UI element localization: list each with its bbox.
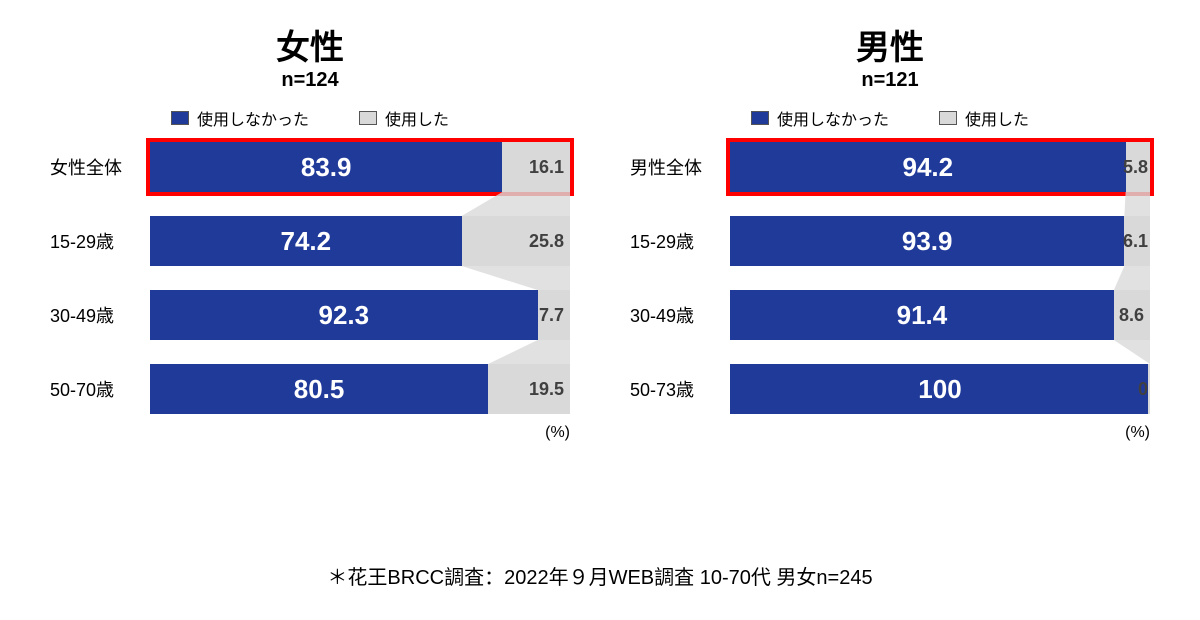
bar-segment-secondary: 19.5 <box>488 364 570 414</box>
funnel-connector <box>730 266 1150 290</box>
bar-segment-primary: 80.5 <box>150 364 488 414</box>
bar-row: 15-29歳93.96.1 <box>630 216 1150 266</box>
panel-female: 女性 n=124 使用しなかった 使用した 女性全体83.916.1 15-29歳… <box>50 30 570 442</box>
bar-row: 女性全体83.916.1 <box>50 142 570 192</box>
panel-title: 女性 <box>50 30 570 67</box>
bar-row: 50-73歳1000 <box>630 364 1150 414</box>
rows: 男性全体94.25.8 15-29歳93.96.1 30-49歳91.48.6 50-… <box>630 142 1150 414</box>
bar-row: 50-70歳80.519.5 <box>50 364 570 414</box>
row-label: 女性全体 <box>50 154 150 180</box>
legend-swatch-secondary <box>359 111 377 125</box>
bar-segment-secondary: 5.8 <box>1126 142 1150 192</box>
legend-swatch-secondary <box>939 111 957 125</box>
bar: 94.25.8 <box>730 142 1150 192</box>
bar-segment-secondary: 16.1 <box>502 142 570 192</box>
funnel-connector <box>150 266 570 290</box>
panel-male: 男性 n=121 使用しなかった 使用した 男性全体94.25.815-29歳9… <box>630 30 1150 442</box>
bar: 91.48.6 <box>730 290 1150 340</box>
bar: 1000 <box>730 364 1150 414</box>
row-label: 50-70歳 <box>50 376 150 402</box>
panel-n: n=121 <box>630 69 1150 92</box>
bar-row: 30-49歳92.37.7 <box>50 290 570 340</box>
bar-segment-primary: 83.9 <box>150 142 502 192</box>
legend-label-primary: 使用しなかった <box>777 106 889 130</box>
row-label: 15-29歳 <box>630 228 730 254</box>
bar-row: 男性全体94.25.8 <box>630 142 1150 192</box>
bar: 74.225.8 <box>150 216 570 266</box>
bar-segment-secondary: 25.8 <box>462 216 570 266</box>
bar-segment-primary: 100 <box>730 364 1150 414</box>
legend-label-secondary: 使用した <box>385 106 449 130</box>
funnel-connector <box>730 340 1150 364</box>
bar: 92.37.7 <box>150 290 570 340</box>
bar-segment-primary: 91.4 <box>730 290 1114 340</box>
legend-swatch-primary <box>751 111 769 125</box>
panel-n: n=124 <box>50 69 570 92</box>
legend-item-primary: 使用しなかった <box>751 106 889 130</box>
bar-segment-primary: 74.2 <box>150 216 462 266</box>
legend-label-secondary: 使用した <box>965 106 1029 130</box>
bar: 80.519.5 <box>150 364 570 414</box>
chart-panels: 女性 n=124 使用しなかった 使用した 女性全体83.916.1 15-29歳… <box>0 0 1200 442</box>
legend-item-secondary: 使用した <box>359 106 449 130</box>
bar-segment-secondary: 8.6 <box>1114 290 1150 340</box>
row-label: 50-73歳 <box>630 376 730 402</box>
funnel-connector <box>730 192 1150 216</box>
legend-item-primary: 使用しなかった <box>171 106 309 130</box>
funnel-connector <box>150 192 570 216</box>
unit-label: (%) <box>630 424 1150 442</box>
legend-swatch-primary <box>171 111 189 125</box>
legend: 使用しなかった 使用した <box>630 106 1150 130</box>
bar: 93.96.1 <box>730 216 1150 266</box>
bar: 83.916.1 <box>150 142 570 192</box>
panel-title: 男性 <box>630 30 1150 67</box>
funnel-connector <box>150 340 570 364</box>
bar-segment-primary: 93.9 <box>730 216 1124 266</box>
legend-label-primary: 使用しなかった <box>197 106 309 130</box>
bar-segment-primary: 94.2 <box>730 142 1126 192</box>
bar-segment-secondary: 0 <box>1148 364 1150 414</box>
unit-label: (%) <box>50 424 570 442</box>
bar-row: 15-29歳74.225.8 <box>50 216 570 266</box>
bar-row: 30-49歳91.48.6 <box>630 290 1150 340</box>
bar-segment-secondary: 7.7 <box>538 290 570 340</box>
row-label: 30-49歳 <box>50 302 150 328</box>
rows: 女性全体83.916.1 15-29歳74.225.8 30-49歳92.37.7 5… <box>50 142 570 414</box>
row-label: 15-29歳 <box>50 228 150 254</box>
bar-segment-primary: 92.3 <box>150 290 538 340</box>
footnote: ＊花王BRCC調査：2022年９月WEB調査 10-70代 男女n=245 <box>0 561 1200 590</box>
bar-segment-secondary: 6.1 <box>1124 216 1150 266</box>
legend: 使用しなかった 使用した <box>50 106 570 130</box>
row-label: 30-49歳 <box>630 302 730 328</box>
legend-item-secondary: 使用した <box>939 106 1029 130</box>
row-label: 男性全体 <box>630 154 730 180</box>
